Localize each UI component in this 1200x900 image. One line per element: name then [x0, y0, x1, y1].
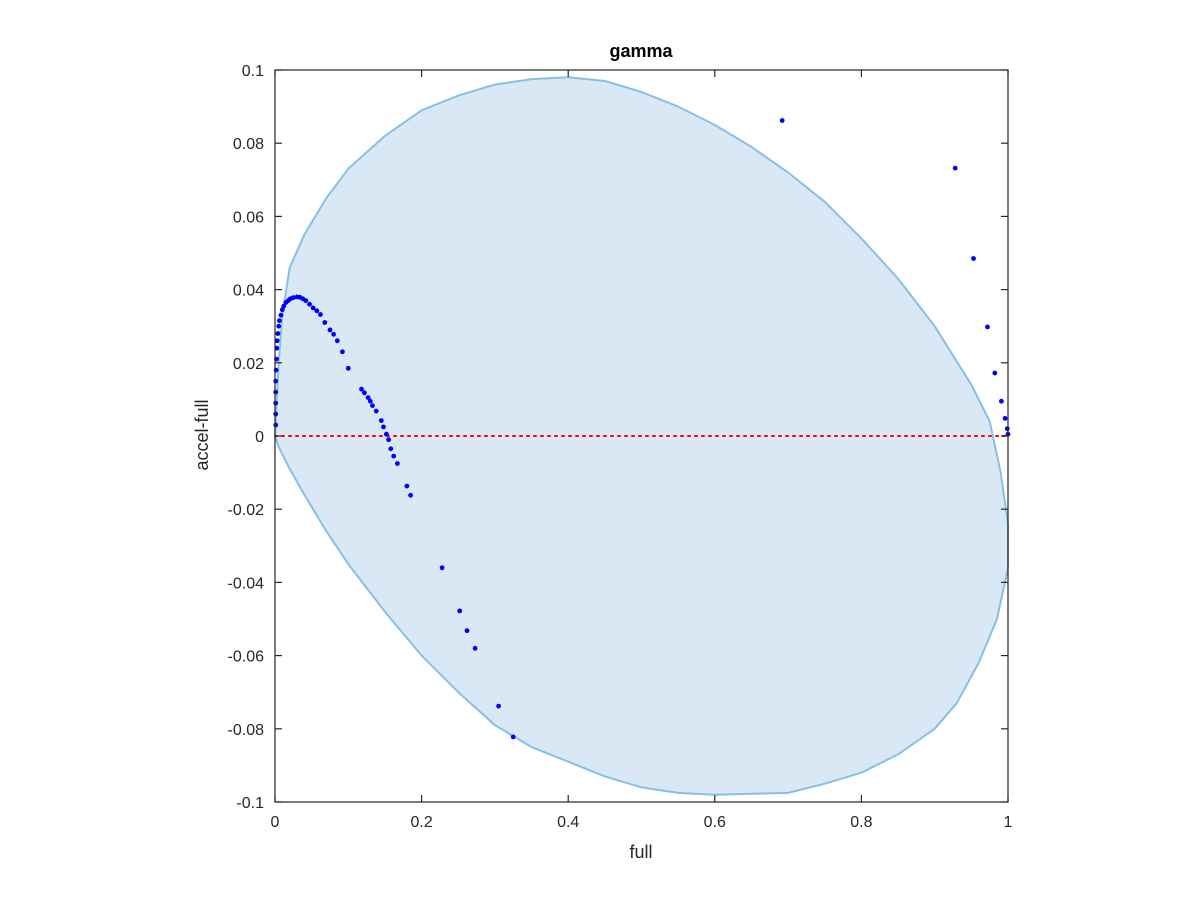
data-point — [439, 565, 445, 571]
x-axis-label: full — [629, 842, 652, 862]
data-point — [381, 424, 386, 430]
data-point — [322, 320, 328, 325]
data-point — [334, 338, 340, 344]
data-point — [472, 645, 478, 651]
data-point — [276, 323, 282, 329]
data-point — [273, 378, 279, 384]
y-tick-label: -0.04 — [228, 575, 265, 592]
data-point — [370, 403, 375, 408]
data-point — [464, 628, 470, 634]
data-point — [290, 295, 296, 301]
data-point — [277, 318, 282, 324]
data-point — [273, 411, 279, 417]
y-tick-label: -0.02 — [228, 502, 265, 519]
data-point — [331, 331, 336, 337]
y-tick-label: 0.08 — [233, 136, 264, 153]
chart-title: gamma — [609, 41, 673, 61]
data-point — [985, 324, 990, 330]
y-axis-label: accel-full — [192, 399, 212, 470]
data-point — [310, 305, 316, 311]
data-point — [992, 370, 998, 376]
data-point — [378, 418, 384, 423]
data-point — [391, 453, 397, 459]
data-point — [327, 327, 333, 333]
data-point — [274, 338, 280, 344]
data-point — [388, 446, 394, 452]
data-point — [279, 307, 285, 313]
data-point — [303, 298, 309, 303]
x-tick-label: 1 — [1004, 814, 1013, 831]
data-point — [318, 312, 323, 317]
data-point — [373, 408, 379, 414]
data-point — [952, 165, 958, 171]
y-tick-label: -0.06 — [228, 649, 265, 666]
x-tick-label: 0.6 — [704, 814, 726, 831]
x-tick-label: 0.4 — [557, 814, 579, 831]
data-point — [345, 365, 351, 371]
data-point — [999, 398, 1004, 404]
data-point — [273, 400, 279, 406]
data-point — [275, 331, 281, 336]
y-tick-label: 0.04 — [233, 283, 264, 300]
data-point — [404, 483, 410, 489]
x-tick-label: 0.2 — [410, 814, 432, 831]
y-tick-label: 0.1 — [242, 63, 264, 80]
data-point — [314, 308, 320, 314]
data-point — [367, 398, 373, 404]
data-point — [510, 734, 516, 740]
x-tick-label: 0.8 — [850, 814, 872, 831]
data-point — [1002, 416, 1008, 421]
data-point — [340, 349, 345, 355]
data-point — [273, 389, 279, 395]
data-point — [359, 386, 364, 392]
y-tick-label: 0.02 — [233, 356, 264, 373]
data-point — [496, 703, 501, 709]
data-point — [278, 312, 284, 318]
data-point — [779, 118, 785, 123]
y-tick-label: 0.06 — [233, 209, 264, 226]
data-point — [1004, 426, 1010, 432]
y-tick-label: -0.1 — [236, 795, 264, 812]
axes-layer: 0 0.2 0.4 0.6 0.8 1 -0.1 -0.08 -0.06 -0.04 -0.02 0 0… — [228, 63, 1013, 831]
data-point — [365, 395, 371, 400]
data-point — [395, 461, 400, 466]
y-tick-label: 0 — [255, 429, 264, 446]
data-point — [971, 256, 976, 261]
data-point — [362, 390, 367, 396]
data-point — [457, 608, 463, 614]
y-tick-label: -0.08 — [228, 722, 265, 739]
data-point — [386, 437, 391, 443]
data-point — [273, 422, 279, 428]
data-point — [281, 303, 287, 309]
data-point — [307, 301, 312, 307]
x-tick-label: 0 — [271, 814, 280, 831]
data-point — [384, 431, 389, 437]
data-point — [408, 492, 413, 498]
